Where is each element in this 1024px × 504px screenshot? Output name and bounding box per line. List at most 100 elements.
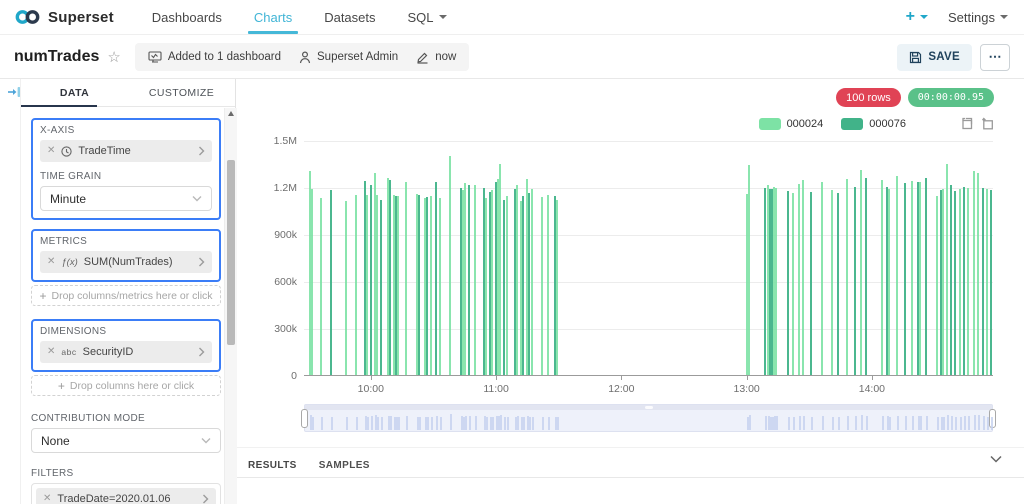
tab-data[interactable]: DATA <box>59 86 90 99</box>
legend-item-000076[interactable]: 000076 <box>841 117 906 130</box>
filter-pill-tradedate[interactable]: ✕ TradeDate=2020.01.06 <box>36 488 216 504</box>
nav-item-sql[interactable]: SQL <box>392 0 463 34</box>
plot-area[interactable] <box>304 140 993 380</box>
chart-bar <box>484 197 487 375</box>
more-options-button[interactable]: ⋯ <box>980 43 1010 71</box>
chart-owner[interactable]: Superset Admin <box>299 50 398 64</box>
plus-icon: + <box>39 288 47 303</box>
minimap-bar <box>397 417 400 430</box>
minimap-bar <box>395 417 398 430</box>
nav-item-dashboards[interactable]: Dashboards <box>151 9 222 25</box>
settings-menu[interactable]: Settings <box>948 10 1008 25</box>
chart-bar <box>474 185 477 375</box>
minimap-bar <box>516 416 519 430</box>
minimap-bar <box>356 416 359 430</box>
zoom-select-icon[interactable] <box>960 117 973 130</box>
minimap-bar <box>450 414 453 430</box>
minimap-bar <box>427 417 430 430</box>
minimap-bar <box>416 416 419 430</box>
chart-bar <box>309 171 312 375</box>
chart-bar <box>981 187 984 375</box>
metric-pill[interactable]: ✕ ƒ(x) SUM(NumTrades) <box>40 251 212 273</box>
remove-icon[interactable]: ✕ <box>47 145 56 156</box>
chart-bar <box>774 187 777 375</box>
query-timer-badge: 00:00:00.95 <box>907 88 994 107</box>
scrollbar-thumb[interactable] <box>227 160 235 345</box>
panel-scrollbar[interactable] <box>224 108 237 504</box>
dimensions-drop-zone[interactable]: + Drop columns here or click <box>31 375 221 396</box>
chart-bar <box>768 188 771 375</box>
remove-icon[interactable]: ✕ <box>47 256 56 267</box>
minimap-bar <box>886 416 889 430</box>
nav-item-datasets[interactable]: Datasets <box>324 9 376 25</box>
chevron-right-icon[interactable] <box>198 146 205 156</box>
time-range-slider[interactable] <box>301 404 996 432</box>
chevron-right-icon[interactable] <box>202 494 209 504</box>
last-modified[interactable]: now <box>416 51 456 64</box>
chart-bar <box>319 197 322 375</box>
x-axis-pill[interactable]: ✕ TradeTime <box>40 140 212 162</box>
collapse-results-chevron-icon[interactable] <box>990 455 1002 463</box>
minimap-bar <box>312 416 315 430</box>
save-button[interactable]: SAVE <box>897 43 972 71</box>
y-tick-label: 900k <box>274 229 297 241</box>
function-icon: ƒ(x) <box>61 256 78 268</box>
nav-item-charts[interactable]: Charts <box>238 0 308 34</box>
legend-item-000024[interactable]: 000024 <box>758 117 823 130</box>
minimap-bar <box>919 416 922 430</box>
y-tick-label: 0 <box>291 370 297 382</box>
filters-group: ✕ TradeDate=2020.01.06 ✕ SecurityID IN (… <box>31 483 221 504</box>
slider-top-strip[interactable] <box>305 405 992 410</box>
superset-logo[interactable]: Superset <box>14 8 114 26</box>
chart-bar <box>499 163 502 375</box>
minimap-bar <box>888 416 891 430</box>
chart-bar <box>386 177 389 375</box>
favorite-star-icon[interactable]: ☆ <box>107 49 121 66</box>
chart-bar <box>791 193 794 375</box>
chart-bar <box>392 194 395 375</box>
chart-bar <box>355 194 358 375</box>
tab-results[interactable]: RESULTS <box>248 460 297 471</box>
chevron-right-icon[interactable] <box>198 347 205 357</box>
minimap-bar <box>955 416 958 430</box>
minimap-bar <box>773 416 776 430</box>
chevron-down-icon <box>438 15 447 19</box>
chart-bar <box>860 169 863 375</box>
x-tick-label: 12:00 <box>608 383 635 395</box>
chart-bar <box>935 195 938 375</box>
x-tick <box>871 376 873 380</box>
minimap-bar <box>377 416 380 430</box>
remove-icon[interactable]: ✕ <box>43 492 52 504</box>
minimap-bar <box>982 416 985 430</box>
chart-bar <box>770 189 773 375</box>
panel-body: X-AXIS ✕ TradeTime TIME GRAIN <box>21 108 221 504</box>
time-grain-select[interactable]: Minute <box>40 186 212 211</box>
x-axis-section: X-AXIS ✕ TradeTime TIME GRAIN <box>31 118 221 220</box>
collapse-panel-icon[interactable] <box>7 86 21 98</box>
dimension-pill[interactable]: ✕ abc SecurityID <box>40 341 212 363</box>
chart-bar <box>977 172 980 375</box>
metrics-drop-zone[interactable]: + Drop columns/metrics here or click <box>31 285 221 306</box>
slider-center-handle[interactable] <box>644 406 653 409</box>
minimap-bar <box>942 416 945 430</box>
chart-bar <box>405 182 408 375</box>
remove-icon[interactable]: ✕ <box>47 346 56 357</box>
gridline <box>304 140 993 142</box>
contribution-mode-select[interactable]: None <box>31 428 221 453</box>
query-badges: 100 rows 00:00:00.95 <box>836 88 994 107</box>
row-count-badge[interactable]: 100 rows <box>836 88 901 107</box>
chart-bar <box>434 181 437 375</box>
results-tabs: RESULTS SAMPLES <box>248 460 370 471</box>
dashboard-count[interactable]: Added to 1 dashboard <box>148 51 281 63</box>
slider-left-handle[interactable] <box>301 409 308 428</box>
chart-bar <box>515 184 518 375</box>
minimap-bar <box>462 416 465 430</box>
chart-bar <box>820 182 823 375</box>
tab-samples[interactable]: SAMPLES <box>318 460 370 471</box>
tab-customize[interactable]: CUSTOMIZE <box>148 86 215 99</box>
chevron-right-icon[interactable] <box>198 257 205 267</box>
scroll-up-arrow-icon[interactable] <box>228 111 234 116</box>
new-item-button[interactable]: + <box>906 8 929 26</box>
restore-icon[interactable] <box>981 117 994 130</box>
minimap-bar <box>504 417 507 430</box>
